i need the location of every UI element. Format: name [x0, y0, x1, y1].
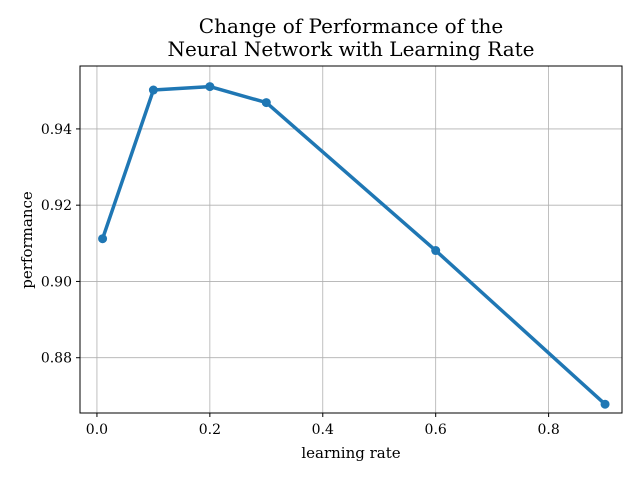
axis-ticks: 0.0 0.2 0.4 0.6 0.8 0.88 0.90 0.92 0.94: [41, 122, 560, 438]
y-axis-label: performance: [18, 191, 36, 289]
x-tick-label: 0.0: [86, 422, 108, 438]
y-tick-label: 0.94: [41, 122, 72, 138]
plot-frame: [79, 65, 623, 414]
chart-title-line-1: Change of Performance of the: [199, 14, 503, 38]
data-point: [431, 246, 441, 256]
x-tick-label: 0.6: [425, 422, 447, 438]
y-tick-label: 0.88: [41, 351, 72, 367]
y-tick-label: 0.90: [41, 274, 72, 290]
grid-lines: [80, 66, 622, 413]
x-tick-label: 0.4: [312, 422, 334, 438]
x-tick-label: 0.8: [537, 422, 559, 438]
data-point: [148, 85, 158, 95]
data-point: [98, 234, 108, 244]
data-point: [261, 98, 271, 108]
series-layer: [98, 82, 610, 409]
y-tick-label: 0.92: [41, 198, 72, 214]
series-line: [100, 84, 607, 406]
data-point: [600, 399, 610, 409]
x-axis-label: learning rate: [301, 444, 400, 462]
x-tick-label: 0.2: [199, 422, 221, 438]
data-point: [205, 82, 215, 92]
chart-title-line-2: Neural Network with Learning Rate: [167, 37, 534, 61]
